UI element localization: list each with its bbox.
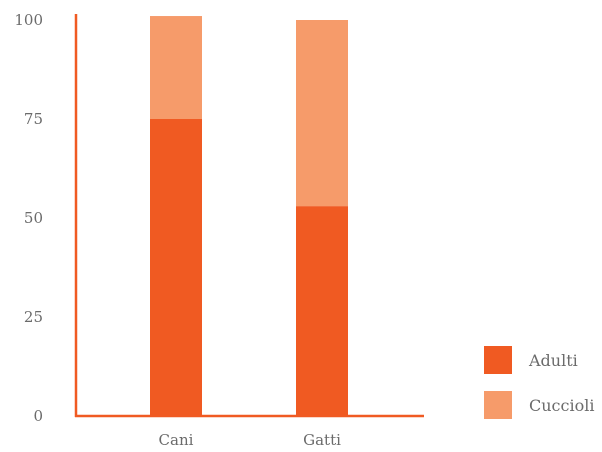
y-axis-ticks: 0 25 50 75 100: [14, 11, 43, 425]
bar-adulti-cani: [150, 119, 202, 416]
y-tick-label: 100: [14, 11, 43, 29]
bar-adulti-gatti: [296, 206, 348, 416]
bar-cuccioli-gatti: [296, 20, 348, 207]
y-tick-label: 25: [24, 308, 43, 326]
legend: Adulti Cuccioli: [484, 346, 594, 419]
bar-cuccioli-cani: [150, 16, 202, 119]
legend-label-cuccioli: Cuccioli: [529, 396, 594, 415]
x-tick-label: Gatti: [303, 431, 341, 449]
y-tick-label: 75: [24, 110, 43, 128]
legend-swatch-cuccioli: [484, 391, 512, 419]
y-tick-label: 50: [24, 209, 43, 227]
x-axis-ticks: Cani Gatti: [159, 431, 342, 449]
chart-bars: [150, 16, 348, 416]
legend-label-adulti: Adulti: [528, 351, 578, 370]
y-tick-label: 0: [33, 407, 43, 425]
legend-swatch-adulti: [484, 346, 512, 374]
x-tick-label: Cani: [159, 431, 194, 449]
